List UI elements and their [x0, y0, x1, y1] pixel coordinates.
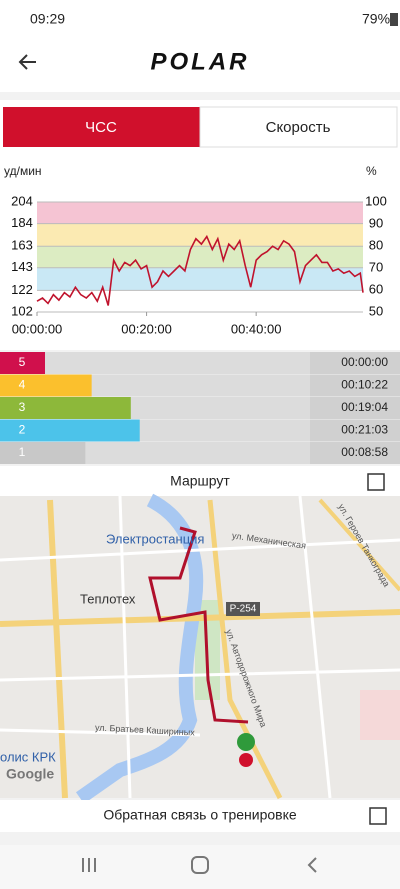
zone-duration: 00:21:03 [341, 423, 388, 437]
nav-bar [0, 845, 400, 889]
y-tick-label: 102 [11, 303, 33, 318]
tab-label[interactable]: ЧСС [85, 119, 117, 136]
y-tick-label: 143 [11, 259, 33, 274]
map[interactable]: Электростанция Теплотех Р-254 ул. Механи… [0, 493, 400, 804]
zone-duration: 00:00:00 [341, 355, 388, 369]
status-bar [0, 0, 400, 34]
zone-band [37, 246, 363, 268]
zone-band [37, 202, 363, 224]
zone-time-bg [310, 442, 400, 464]
zone-bar [0, 442, 86, 464]
route-line [148, 526, 249, 724]
zone-duration: 00:10:22 [341, 378, 388, 392]
zone-time-bg [310, 419, 400, 442]
battery-icon [390, 13, 398, 26]
y-axis-label: уд/мин [4, 164, 42, 178]
street [0, 495, 400, 799]
expand-icon[interactable] [367, 473, 385, 491]
zone-bar [0, 397, 131, 419]
y2-tick-label: 90 [369, 215, 383, 230]
tab-label[interactable]: Скорость [266, 119, 331, 136]
expand-icon[interactable] [369, 807, 387, 825]
zone-number: 3 [19, 400, 26, 414]
home-button[interactable] [191, 856, 209, 874]
zone-band [37, 267, 363, 291]
recent-button[interactable] [82, 858, 96, 872]
nav-back-button[interactable] [307, 857, 317, 873]
y2-tick-label: 60 [369, 281, 383, 296]
zone-time-bg [310, 352, 400, 374]
x-tick-label: 00:00:00 [12, 321, 63, 336]
zone-band [37, 223, 363, 247]
zone-time-bg [310, 397, 400, 419]
zone-number: 4 [19, 378, 26, 392]
road [207, 499, 283, 800]
y-tick-label: 204 [11, 193, 33, 208]
status-time: 09:29 [30, 11, 65, 27]
y-tick-label: 122 [11, 282, 33, 297]
zone-number: 1 [19, 445, 26, 459]
tab-active[interactable] [3, 107, 200, 147]
y2-tick-label: 80 [369, 237, 383, 252]
zone-bar [0, 374, 92, 397]
y2-axis-label: % [366, 164, 377, 178]
y-tick-label: 184 [11, 215, 33, 230]
y2-tick-label: 70 [369, 259, 383, 274]
map-label: Электростанция [106, 531, 204, 546]
zone-row [0, 374, 400, 397]
zone-bar [0, 419, 140, 442]
zone-duration: 00:08:58 [341, 445, 388, 459]
river [75, 493, 204, 804]
area [360, 690, 400, 740]
y-tick-label: 163 [11, 238, 33, 253]
road-sign [226, 602, 260, 616]
feedback-title: Обратная связь о тренировке [103, 807, 297, 823]
tab[interactable] [199, 106, 398, 148]
zone-bar [0, 352, 45, 374]
road [47, 499, 68, 799]
map-label: олис КРК [0, 749, 56, 764]
header [0, 34, 400, 92]
route-row[interactable] [0, 466, 400, 496]
y2-tick-label: 100 [365, 193, 387, 208]
hr-line [36, 234, 364, 306]
road [0, 609, 400, 627]
route-title: Маршрут [170, 473, 230, 489]
zone-row [0, 442, 400, 464]
feedback-row[interactable] [0, 800, 400, 832]
x-tick-label: 00:40:00 [231, 321, 282, 336]
logo: POLAR [151, 48, 250, 75]
map-label: Теплотех [80, 591, 136, 606]
y2-tick-label: 50 [369, 303, 383, 318]
zone-time-bg [310, 374, 400, 397]
map-label: Google [6, 766, 54, 782]
map-label: Р-254 [230, 604, 257, 615]
back-button[interactable] [18, 54, 36, 70]
x-tick-label: 00:20:00 [121, 321, 172, 336]
battery: 79% [362, 11, 390, 27]
road [318, 498, 400, 592]
zone-duration: 00:19:04 [341, 400, 388, 414]
start-marker [237, 733, 255, 751]
zone-row [0, 352, 400, 374]
end-marker [239, 753, 253, 767]
zone-number: 2 [19, 423, 26, 437]
zone-number: 5 [19, 355, 26, 369]
